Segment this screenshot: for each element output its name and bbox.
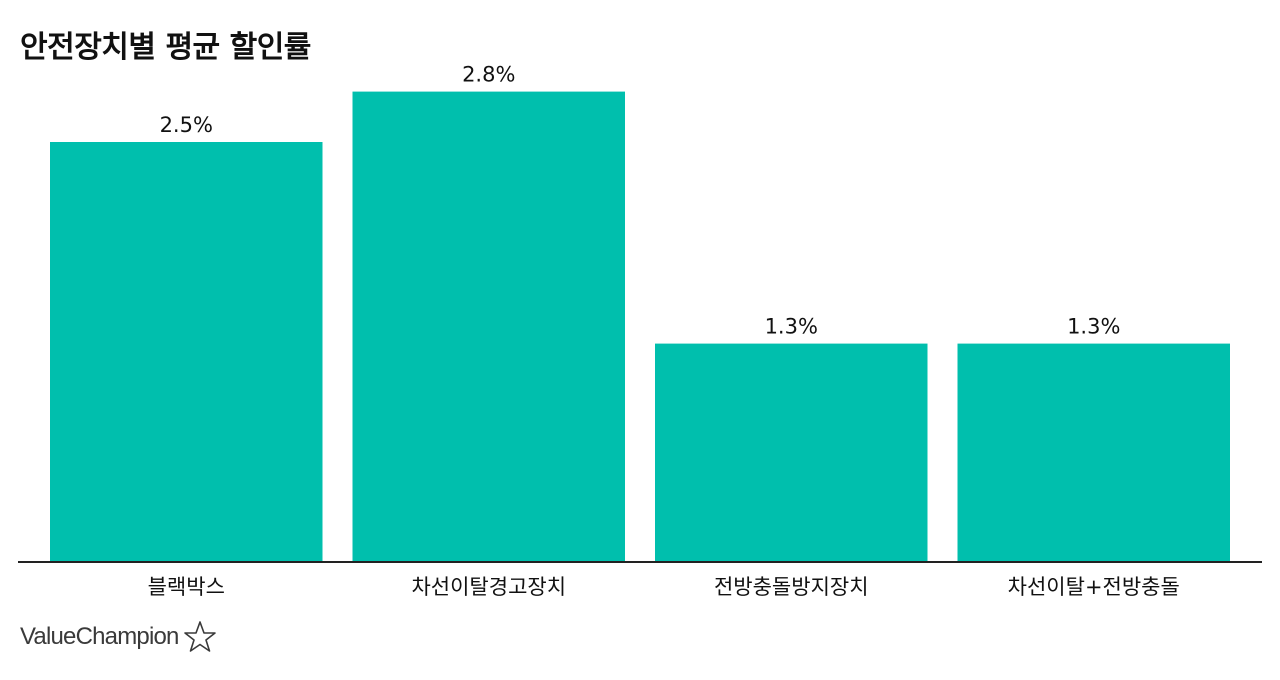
bar-3 [957, 343, 1230, 562]
value-label-2: 1.3% [765, 315, 818, 339]
brand-name: ValueChampion [20, 623, 179, 650]
category-label-2: 전방충돌방지장치 [714, 575, 869, 599]
bar-2 [655, 343, 928, 562]
labels-layer: 2.5% 블랙박스 2.8% 차선이탈경고장치 1.3% 전방충돌방지장치 1.3% 차선이탈… [148, 63, 1180, 599]
value-label-0: 2.5% [160, 113, 213, 137]
star-outline-icon [183, 620, 217, 654]
bar-0 [50, 142, 323, 562]
brand-logo: ValueChampion [20, 620, 217, 654]
chart-title: 안전장치별 평균 할인률 [20, 30, 311, 65]
value-label-1: 2.8% [462, 63, 515, 87]
category-label-0: 블랙박스 [148, 575, 225, 599]
category-label-1: 차선이탈경고장치 [411, 575, 566, 599]
bars-layer [50, 91, 1230, 562]
category-label-3: 차선이탈+전방충돌 [1008, 575, 1180, 599]
bar-1 [352, 91, 625, 562]
value-label-3: 1.3% [1067, 315, 1120, 339]
